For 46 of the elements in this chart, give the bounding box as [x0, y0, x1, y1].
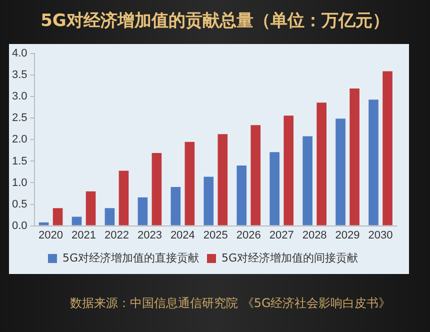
legend-label: 5G对经济增加值的直接贡献: [62, 251, 200, 264]
y-tick-label: 3.0: [12, 90, 28, 103]
bar: [152, 153, 162, 226]
y-tick-label: 2.5: [12, 112, 28, 124]
chart-title: 5G对经济增加值的贡献总量（单位：万亿元）: [40, 10, 390, 32]
y-tick-label: 3.5: [12, 69, 28, 82]
bar: [52, 208, 63, 226]
bar: [184, 142, 195, 226]
bar: [382, 71, 392, 226]
bar: [72, 216, 82, 226]
y-tick-label: 2.0: [12, 134, 28, 146]
x-tick-label: 2028: [302, 229, 327, 242]
bar: [336, 118, 346, 226]
bar: [170, 187, 181, 226]
bar: [104, 208, 115, 226]
y-tick-label: 0.5: [12, 198, 28, 210]
bar: [270, 152, 280, 226]
x-tick-label: 2022: [104, 229, 129, 242]
source-note: 数据来源：中国信息通信研究院 《5G经济社会影响白皮书》: [70, 295, 391, 312]
x-tick-label: 2030: [368, 229, 393, 242]
x-tick-label: 2025: [203, 229, 228, 242]
x-tick-label: 2029: [335, 229, 360, 242]
bar: [118, 170, 129, 226]
bar: [236, 166, 247, 226]
y-tick-label: 4.0: [12, 48, 28, 60]
legend-label: 5G对经济增加值的间接贡献: [222, 251, 358, 264]
bar: [284, 116, 294, 226]
bar: [250, 125, 261, 226]
y-tick-label: 1.0: [12, 176, 28, 189]
y-tick-label: 0.0: [12, 220, 28, 232]
x-tick-label: 2020: [38, 229, 64, 242]
bar: [316, 102, 326, 226]
x-tick-label: 2021: [72, 229, 96, 242]
bar: [302, 136, 312, 226]
bar: [218, 134, 228, 226]
bar: [204, 176, 214, 226]
bar: [86, 191, 96, 226]
x-tick-label: 2023: [137, 229, 162, 242]
y-tick-label: 1.5: [12, 155, 28, 168]
bar: [138, 197, 148, 226]
x-tick-label: 2024: [170, 229, 195, 242]
x-tick-label: 2026: [236, 229, 261, 242]
x-tick-label: 2027: [269, 229, 294, 242]
bar: [350, 88, 360, 226]
bar: [368, 100, 378, 226]
bar: [38, 222, 49, 226]
